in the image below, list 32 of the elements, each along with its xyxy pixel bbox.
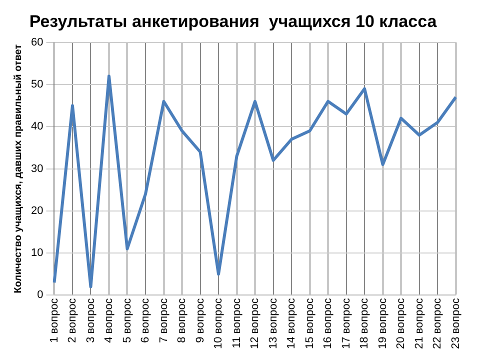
x-tick-label: 2 вопрос	[66, 298, 79, 343]
x-tick-label: 15 вопрос	[304, 298, 316, 350]
x-tick-label: 13 вопрос	[267, 298, 280, 350]
x-tick-label: 4 вопрос	[103, 298, 116, 343]
y-tick-label: 30	[30, 162, 44, 175]
y-tick-label: 50	[30, 78, 44, 91]
x-tick-label: 17 вопрос	[340, 298, 352, 350]
x-tick-label: 9 вопрос	[194, 298, 206, 343]
x-tick-label: 14 вопрос	[286, 298, 298, 350]
y-tick-label: 60	[30, 36, 44, 48]
chart-title: Результаты анкетирования учащихся 10 класса	[29, 12, 438, 31]
x-tick-label: 20 вопрос	[395, 298, 408, 350]
x-tick-label: 5 вопрос	[121, 298, 134, 343]
x-tick-label: 8 вопрос	[176, 298, 188, 343]
x-tick-label: 12 вопрос	[249, 298, 262, 350]
x-tick-label: 21 вопрос	[413, 298, 426, 350]
y-tick-label: 0	[37, 289, 44, 302]
x-tick-label: 11 вопрос	[230, 298, 243, 348]
y-tick-label: 40	[30, 120, 44, 133]
y-tick-label: 10	[30, 247, 44, 260]
x-tick-label: 23 вопрос	[450, 298, 462, 350]
x-tick-label: 1 вопрос	[48, 298, 60, 343]
x-tick-label: 7 вопрос	[158, 298, 170, 343]
x-tick-label: 10 вопрос	[212, 298, 225, 350]
x-tick-label: 3 вопрос	[84, 298, 97, 343]
x-tick-label: 6 вопрос	[140, 298, 152, 343]
y-tick-label: 20	[30, 204, 44, 217]
x-tick-label: 18 вопрос	[358, 298, 371, 350]
x-tick-label: 19 вопрос	[376, 298, 389, 350]
x-tick-label: 16 вопрос	[322, 298, 334, 350]
x-tick-label: 22 вопрос	[432, 298, 444, 350]
y-axis-title: Количество учащихся, давших правильный ответ	[12, 44, 24, 294]
